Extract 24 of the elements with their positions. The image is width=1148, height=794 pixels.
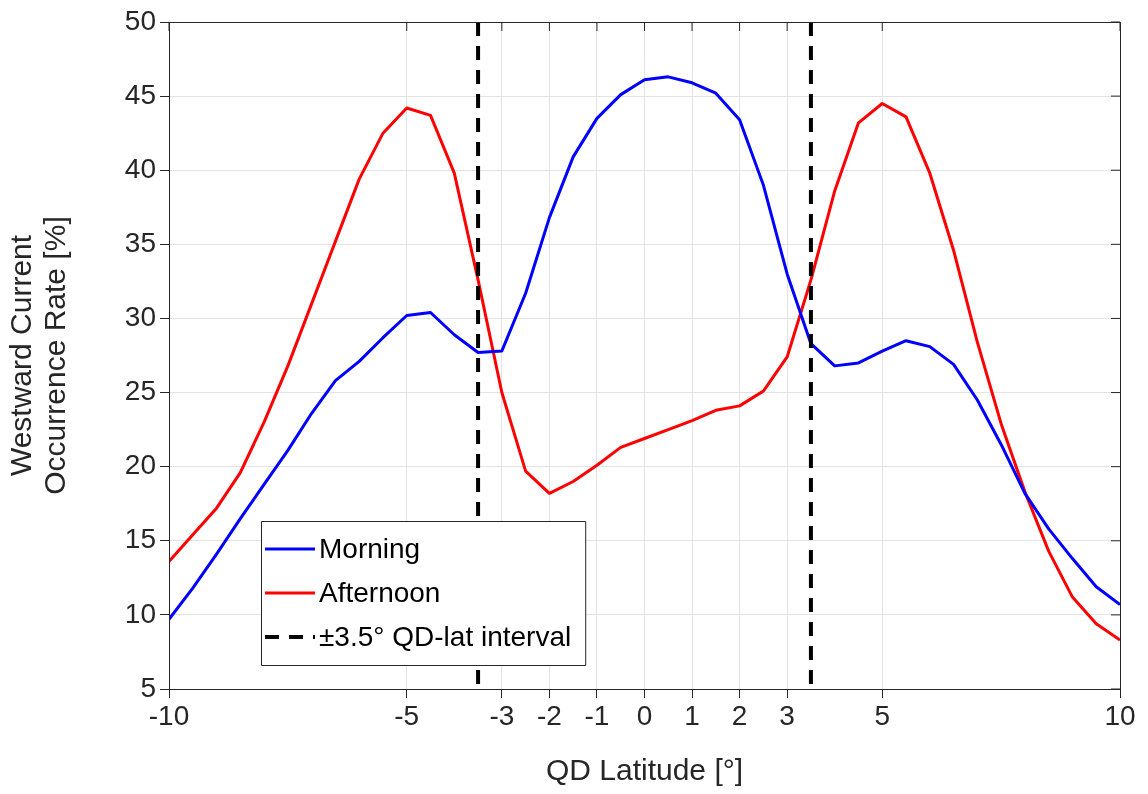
legend-label: Morning — [319, 532, 421, 564]
y-tick-label: 50 — [124, 4, 156, 36]
y-tick-label: 20 — [124, 449, 156, 481]
y-axis-title: Westward Current Occurrence Rate [%] — [4, 216, 72, 495]
y-tick-label: 30 — [124, 301, 156, 333]
x-tick-label: 1 — [684, 699, 700, 731]
y-tick-label: 25 — [124, 375, 156, 407]
x-tick-label: -1 — [584, 699, 610, 731]
x-tick-label: -2 — [536, 699, 562, 731]
x-tick-label: 2 — [731, 699, 748, 731]
x-tick-label: -3 — [489, 699, 515, 731]
x-tick-label: -5 — [394, 699, 420, 731]
x-tick-label: 10 — [1104, 699, 1136, 731]
x-tick-label: 0 — [636, 699, 653, 731]
y-tick-label: 15 — [124, 523, 156, 555]
x-tick-label: 5 — [874, 699, 891, 731]
ref-line-label: ±3.5° QD-lat interval — [319, 620, 572, 652]
x-axis-title: QD Latitude [°] — [545, 753, 744, 787]
legend-label: Afternoon — [319, 576, 441, 608]
y-tick-label: 45 — [124, 78, 156, 110]
y-tick-label: 10 — [124, 597, 156, 629]
x-tick-label: 3 — [779, 699, 795, 731]
y-tick-label: 40 — [124, 152, 156, 184]
y-tick-label: 35 — [124, 227, 156, 259]
